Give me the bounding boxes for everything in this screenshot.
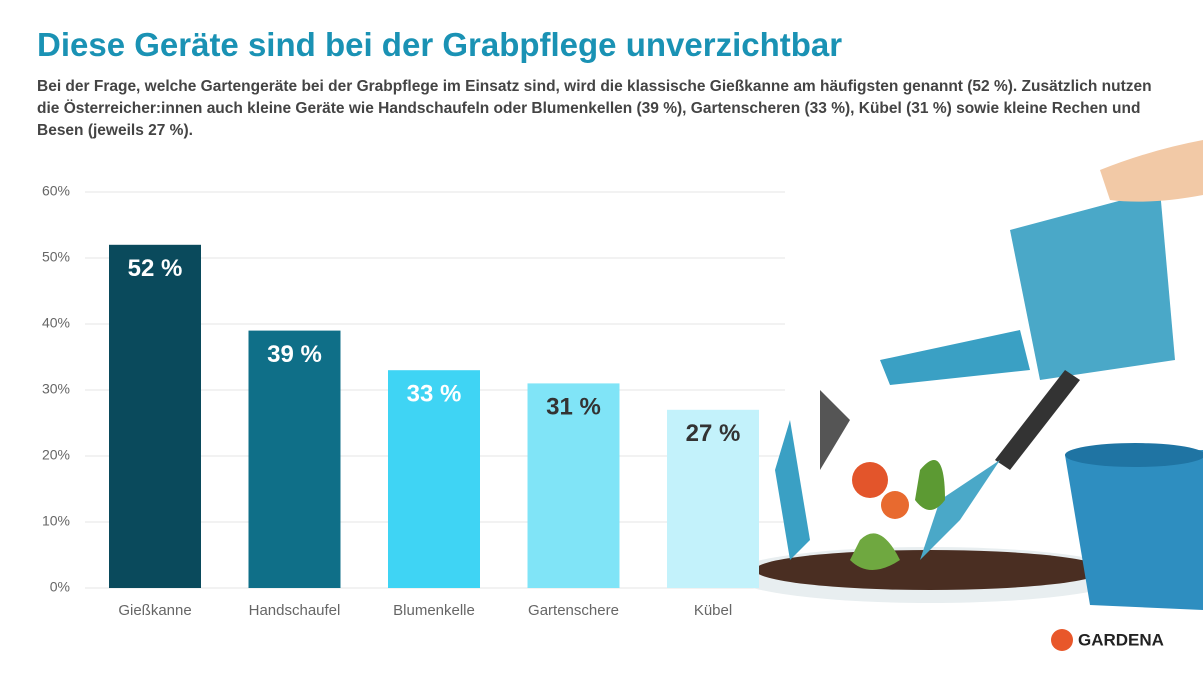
x-tick-label: Blumenkelle: [393, 602, 475, 619]
y-tick-label: 30%: [42, 381, 70, 397]
subtitle: Bei der Frage, welche Gartengeräte bei d…: [37, 78, 1152, 139]
bar: [109, 244, 201, 589]
value-label: 27 %: [686, 420, 741, 447]
y-tick-label: 10%: [42, 513, 70, 529]
y-tick-label: 20%: [42, 447, 70, 463]
x-tick-label: Kübel: [694, 602, 732, 619]
x-tick-label: Gießkanne: [118, 602, 191, 619]
bar: [248, 330, 341, 588]
y-tick-label: 50%: [42, 249, 70, 265]
logo: GARDENA: [1051, 629, 1164, 651]
bar: [388, 370, 480, 588]
title: Diese Geräte sind bei der Grabpflege unv…: [37, 26, 843, 63]
y-tick-label: 40%: [42, 315, 70, 331]
x-tick-label: Handschaufel: [249, 602, 341, 619]
brand: GARDENA: [1078, 630, 1164, 649]
value-label: 39 %: [267, 341, 322, 368]
y-tick-label: 60%: [42, 183, 70, 199]
value-label: 33 %: [407, 381, 462, 408]
x-tick-label: Gartenschere: [528, 602, 619, 619]
value-label: 52 %: [128, 255, 183, 282]
y-tick-label: 0%: [50, 579, 70, 595]
bar: [667, 409, 759, 588]
value-label: 31 %: [546, 394, 601, 421]
bar: [527, 383, 620, 588]
illustration: [730, 140, 1203, 610]
